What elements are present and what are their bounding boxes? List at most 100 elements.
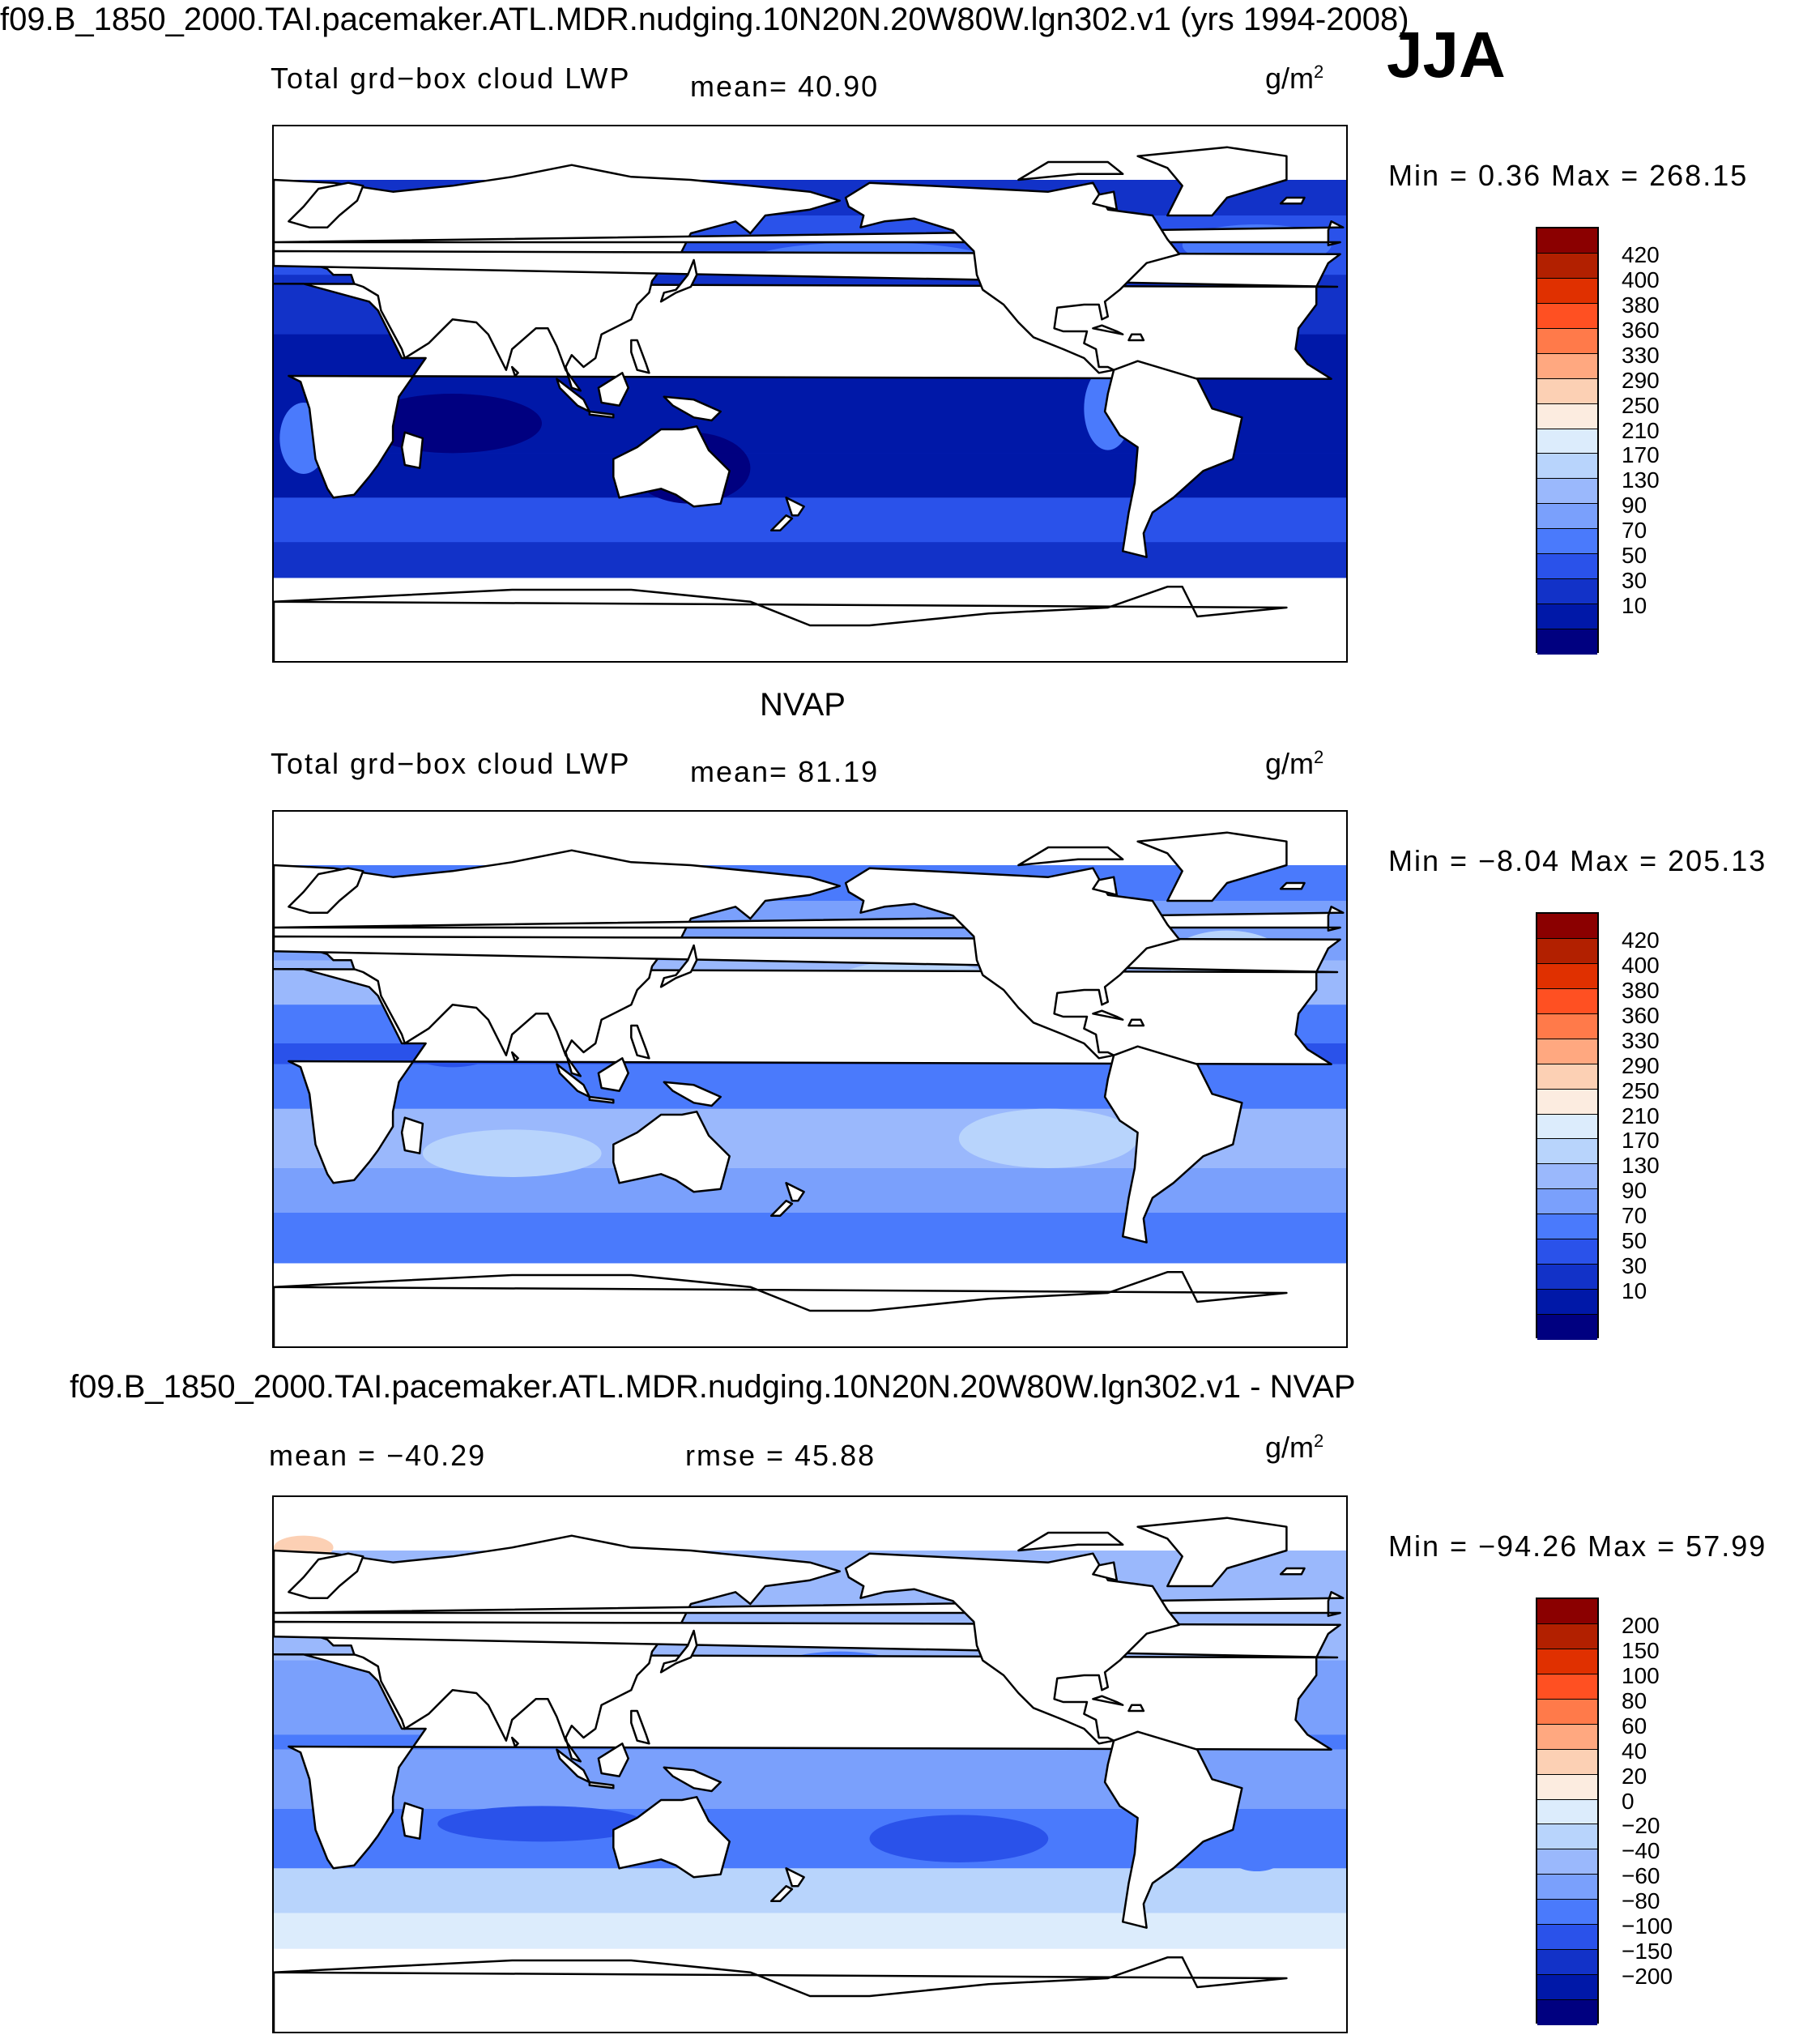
colorbar-swatch xyxy=(1537,303,1597,329)
landmass xyxy=(274,1534,842,1763)
landmass xyxy=(400,1802,424,1840)
colorbar-swatch xyxy=(1537,353,1597,379)
colorbar-swatch xyxy=(1537,1214,1597,1240)
landmass xyxy=(630,339,650,374)
colorbar-swatch xyxy=(1537,1064,1597,1090)
landmass xyxy=(1017,160,1124,181)
colorbar-swatch xyxy=(1537,1699,1597,1725)
colorbar-swatch xyxy=(1537,1039,1597,1064)
colorbar-swatch xyxy=(1537,1824,1597,1850)
colorbar-label: 250 xyxy=(1622,1077,1660,1103)
panel2-colorbar: 420 400 380 360 330 290 250 210 170 130 90 70 50 30 10 xyxy=(1536,912,1660,1340)
panel1-colorbar: 420 400 380 360 330 290 250 210 170 130 90 70 50 30 10 xyxy=(1536,227,1660,655)
colorbar-label: 80 xyxy=(1622,1687,1647,1713)
colorbar-label: 50 xyxy=(1622,1228,1647,1254)
colorbar-label: 170 xyxy=(1622,442,1660,468)
colorbar-swatch xyxy=(1537,1290,1597,1315)
landmass xyxy=(1103,1045,1243,1243)
landmass xyxy=(288,181,364,228)
landmass xyxy=(769,514,794,531)
landmass xyxy=(663,1766,722,1793)
coastlines xyxy=(274,831,1345,1346)
landmass xyxy=(1279,881,1306,890)
landmass xyxy=(612,1796,731,1879)
colorbar-swatch xyxy=(1537,988,1597,1014)
colorbar-label: 130 xyxy=(1622,467,1660,493)
colorbar-label: 360 xyxy=(1622,317,1660,343)
colorbar-swatches xyxy=(1536,227,1599,655)
colorbar-swatch xyxy=(1537,253,1597,279)
colorbar-swatch xyxy=(1537,1114,1597,1140)
landmass xyxy=(844,1552,1181,1745)
colorbar-label: 100 xyxy=(1622,1662,1660,1688)
landmass xyxy=(556,378,591,413)
landmass xyxy=(785,1182,805,1202)
colorbar-swatch xyxy=(1537,579,1597,605)
colorbar-label: −150 xyxy=(1622,1939,1673,1964)
panel2-map-svg xyxy=(274,812,1346,1346)
colorbar-swatch xyxy=(1537,1925,1597,1951)
colorbar-label: −60 xyxy=(1622,1863,1660,1889)
colorbar-swatch xyxy=(1537,938,1597,964)
panel3-mean: mean = −40.29 xyxy=(269,1439,487,1472)
colorbar-label: −200 xyxy=(1622,1964,1673,1990)
colorbar-swatch xyxy=(1537,403,1597,429)
colorbar-swatch xyxy=(1537,554,1597,580)
field-blob xyxy=(958,1108,1138,1168)
colorbar-label: 380 xyxy=(1622,292,1660,318)
landmass xyxy=(663,395,722,422)
colorbar-swatch xyxy=(1537,1900,1597,1926)
colorbar-swatch xyxy=(1537,2000,1597,2025)
colorbar-label: 150 xyxy=(1622,1637,1660,1663)
colorbar-swatch xyxy=(1537,1975,1597,2000)
colorbar-swatch xyxy=(1537,1239,1597,1265)
colorbar-label: 330 xyxy=(1622,1027,1660,1053)
landmass xyxy=(663,1081,722,1107)
colorbar-label: 360 xyxy=(1622,1002,1660,1028)
panel3-rmse: rmse = 45.88 xyxy=(685,1439,876,1472)
panel3-units: g/m2 xyxy=(1265,1431,1324,1464)
coastlines xyxy=(274,146,1345,661)
colorbar-swatch xyxy=(1537,1013,1597,1039)
landmass xyxy=(510,1051,519,1063)
landmass xyxy=(659,944,698,988)
field-blob xyxy=(437,1806,646,1842)
colorbar-label: −20 xyxy=(1622,1813,1660,1839)
landmass xyxy=(274,1271,1288,1346)
colorbar-label: 380 xyxy=(1622,977,1660,1003)
landmass xyxy=(769,1200,794,1217)
colorbar-swatch xyxy=(1537,1674,1597,1700)
landmass xyxy=(510,1736,519,1748)
landmass xyxy=(588,1095,615,1104)
colorbar-swatch xyxy=(1537,1799,1597,1825)
panel3-section-title: f09.B_1850_2000.TAI.pacemaker.ATL.MDR.nu… xyxy=(70,1369,1356,1405)
panel2-variable-label: Total grd−box cloud LWP xyxy=(271,747,631,780)
colorbar-swatch xyxy=(1537,278,1597,304)
colorbar-label: 420 xyxy=(1622,927,1660,953)
colorbar-swatch xyxy=(1537,228,1597,254)
colorbar-label: 290 xyxy=(1622,1052,1660,1078)
landmass xyxy=(1103,1730,1243,1929)
landmass xyxy=(1279,196,1306,205)
colorbar-swatch xyxy=(1537,963,1597,989)
colorbar-label: 90 xyxy=(1622,1178,1647,1204)
landmass xyxy=(1127,1704,1145,1713)
landmass xyxy=(597,372,629,407)
landmass xyxy=(1092,1561,1119,1581)
colorbar-swatch xyxy=(1537,604,1597,629)
panel1-mean: mean= 40.90 xyxy=(690,70,880,103)
colorbar-swatch xyxy=(1537,1089,1597,1115)
landmass xyxy=(1092,190,1119,211)
landmass xyxy=(274,1956,1288,2032)
colorbar-label: 70 xyxy=(1622,1203,1647,1229)
field-band xyxy=(274,1168,1346,1213)
panel2-map xyxy=(272,810,1348,1348)
landmass xyxy=(400,1116,424,1154)
colorbar-label: 130 xyxy=(1622,1153,1660,1179)
landmass xyxy=(1127,1018,1145,1027)
landmass xyxy=(1092,1009,1124,1021)
colorbar-label: −100 xyxy=(1622,1913,1673,1939)
colorbar-swatch xyxy=(1537,378,1597,404)
colorbar-label: 200 xyxy=(1622,1612,1660,1638)
panel1-map-svg xyxy=(274,126,1346,661)
